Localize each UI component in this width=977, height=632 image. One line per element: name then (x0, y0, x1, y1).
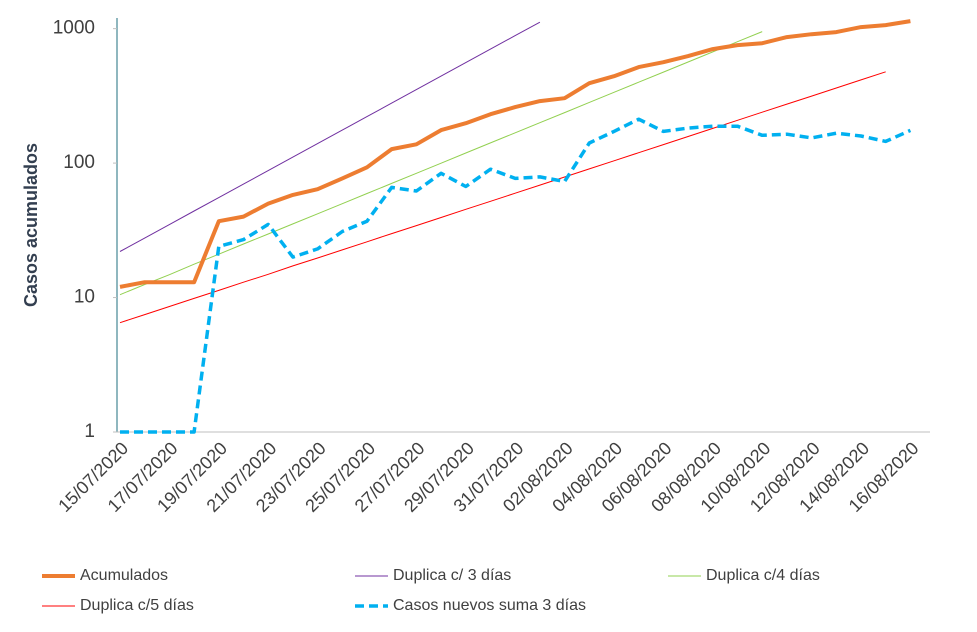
legend-label: Duplica c/ 3 días (393, 567, 511, 584)
legend-label: Duplica c/5 días (80, 597, 194, 614)
series-line (120, 117, 912, 434)
y-tick-label: 10 (74, 287, 95, 308)
y-tick-label: 1000 (53, 18, 95, 39)
y-tick-label: 100 (63, 152, 95, 173)
y-tick-label: 1 (84, 421, 95, 442)
series-line (119, 21, 541, 252)
series-line (119, 31, 763, 296)
legend-label: Duplica c/4 días (706, 567, 820, 584)
legend-label: Acumulados (80, 567, 168, 584)
legend-label: Casos nuevos suma 3 días (393, 597, 586, 614)
series-line (119, 19, 911, 289)
y-axis-title: Casos acumulados (21, 143, 41, 307)
series-line (119, 71, 886, 324)
